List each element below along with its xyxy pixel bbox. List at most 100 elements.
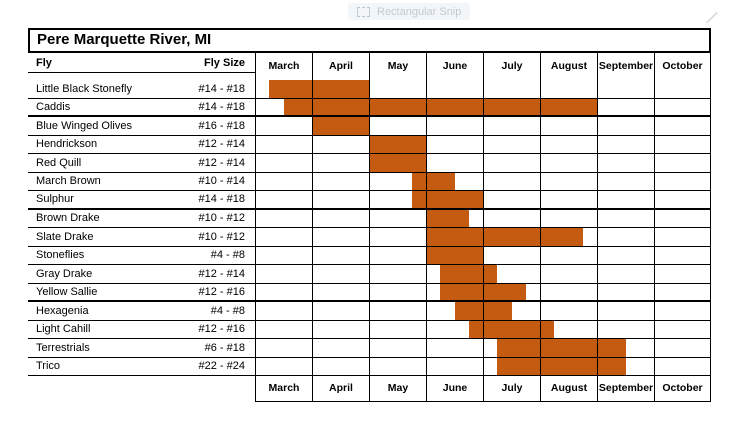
grid-cell	[597, 98, 654, 115]
grid-cell	[540, 117, 597, 135]
grid-cell	[369, 228, 426, 246]
fly-size: #14 - #18	[198, 82, 245, 95]
month-header-april: April	[312, 53, 369, 80]
fly-row: Caddis #14 - #18	[28, 98, 711, 117]
grid-cell	[369, 80, 426, 98]
grid-cell	[540, 209, 597, 227]
fly-size: #10 - #14	[198, 175, 245, 188]
grid-cell	[312, 228, 369, 246]
fly-size: #16 - #18	[198, 119, 245, 132]
footer-left-spacer	[28, 376, 255, 402]
month-header-row: March April May June July August September Octo…	[255, 53, 711, 80]
grid-cell	[654, 246, 711, 264]
grid-cell	[369, 117, 426, 135]
month-header-july: July	[483, 53, 540, 80]
grid-cell	[255, 302, 312, 320]
grid-cell	[255, 209, 312, 227]
grid-cell	[483, 265, 540, 283]
fly-row: March Brown #10 - #14	[28, 172, 711, 191]
fly-name: March Brown	[36, 175, 101, 188]
grid-cell	[369, 172, 426, 190]
rectangular-snip-icon	[357, 6, 370, 17]
fly-size: #22 - #24	[198, 360, 245, 373]
grid-cell	[426, 265, 483, 283]
grid-cell	[654, 98, 711, 115]
grid-cell	[597, 191, 654, 208]
hatch-timeline	[255, 191, 711, 208]
grid-cell	[483, 191, 540, 208]
hatch-bar	[411, 172, 455, 190]
grid-cell	[369, 246, 426, 264]
hatch-timeline	[255, 246, 711, 264]
fly-size: #10 - #12	[198, 230, 245, 243]
fly-row: Brown Drake #10 - #12	[28, 209, 711, 228]
month-footer-april: April	[312, 376, 369, 402]
month-footer-may: May	[369, 376, 426, 402]
fly-row: Sulphur #14 - #18	[28, 191, 711, 210]
grid-cell	[654, 154, 711, 172]
grid-cell	[483, 172, 540, 190]
grid-cell	[255, 80, 312, 98]
fly-row: Stoneflies #4 - #8	[28, 246, 711, 265]
month-footer-august: August	[540, 376, 597, 402]
grid-cell	[426, 172, 483, 190]
fly-column-header: Fly	[36, 57, 52, 69]
grid-cell	[540, 191, 597, 208]
fly-size: #10 - #12	[198, 212, 245, 225]
grid-cell	[654, 302, 711, 320]
grid-cell	[597, 246, 654, 264]
grid-cell	[255, 283, 312, 300]
fly-row: Hexagenia #4 - #8	[28, 302, 711, 321]
hatch-timeline	[255, 357, 711, 375]
fly-row: Red Quill #12 - #14	[28, 154, 711, 173]
fly-size: #12 - #16	[198, 323, 245, 336]
fly-name: Sulphur	[36, 193, 74, 206]
grid-cell	[540, 135, 597, 153]
fly-name: Terrestrials	[36, 341, 90, 354]
grid-cell	[369, 209, 426, 227]
grid-cell	[255, 117, 312, 135]
grid-cell	[540, 80, 597, 98]
grid-cell	[255, 265, 312, 283]
grid-cell	[426, 135, 483, 153]
grid-cell	[312, 339, 369, 357]
faded-cursor-artifact	[706, 12, 718, 24]
grid-cell	[312, 265, 369, 283]
grid-cell	[426, 320, 483, 338]
fly-name: Caddis	[36, 100, 71, 113]
grid-cell	[426, 302, 483, 320]
grid-cell	[255, 320, 312, 338]
fly-size-column-header: Fly Size	[204, 57, 245, 69]
grid-cell	[369, 320, 426, 338]
hatch-timeline	[255, 209, 711, 227]
grid-cell	[654, 172, 711, 190]
grid-cell	[483, 117, 540, 135]
hatch-timeline	[255, 172, 711, 190]
hatch-rows: Little Black Stonefly #14 - #18 Caddis #…	[28, 80, 711, 376]
grid-cell	[312, 246, 369, 264]
fly-row: Trico #22 - #24	[28, 357, 711, 376]
snip-tooltip-label: Rectangular Snip	[377, 5, 462, 18]
month-header-september: September	[597, 53, 654, 80]
grid-cell	[540, 246, 597, 264]
month-header-october: October	[654, 53, 711, 80]
grid-cell	[483, 80, 540, 98]
hatch-bar	[468, 320, 555, 338]
fly-name: Hexagenia	[36, 304, 89, 317]
grid-cell	[369, 135, 426, 153]
chart-title: Pere Marquette River, MI	[28, 28, 711, 53]
grid-cell	[483, 154, 540, 172]
grid-cell	[369, 357, 426, 375]
grid-cell	[255, 339, 312, 357]
grid-cell	[483, 357, 540, 375]
hatch-timeline	[255, 80, 711, 98]
month-footer-march: March	[255, 376, 312, 402]
grid-cell	[597, 357, 654, 375]
hatch-bar	[426, 228, 583, 246]
fly-size: #4 - #8	[210, 304, 245, 317]
fly-row: Blue Winged Olives #16 - #18	[28, 117, 711, 136]
grid-cell	[426, 228, 483, 246]
grid-cell	[312, 357, 369, 375]
grid-cell	[312, 80, 369, 98]
